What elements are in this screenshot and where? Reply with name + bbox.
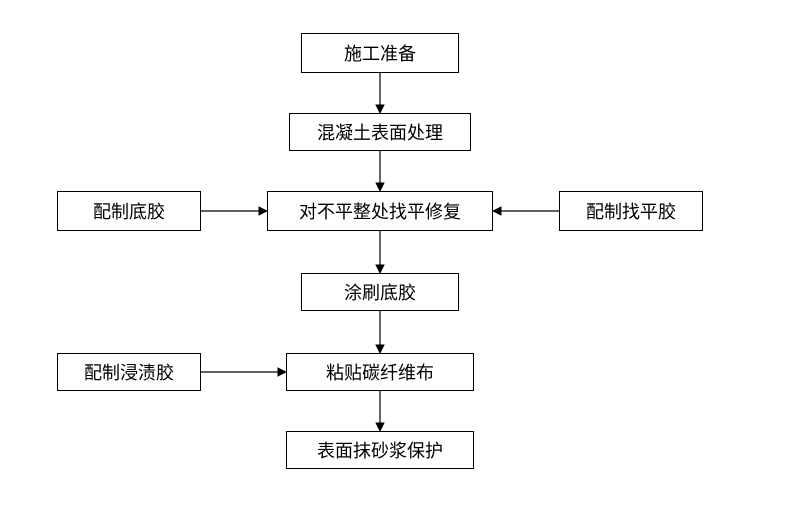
flowchart-node-surface: 混凝土表面处理: [289, 113, 471, 151]
flowchart-node-label: 表面抹砂浆保护: [317, 437, 443, 463]
flowchart-node-mortar: 表面抹砂浆保护: [286, 431, 474, 469]
flowchart-node-label: 配制找平胶: [586, 198, 676, 224]
flowchart-node-prep: 施工准备: [301, 33, 459, 73]
flowchart-node-label: 涂刷底胶: [344, 279, 416, 305]
flowchart-node-level: 对不平整处找平修复: [267, 191, 493, 231]
flowchart-node-level_mix: 配制找平胶: [559, 191, 703, 231]
flowchart-canvas: 施工准备混凝土表面处理对不平整处找平修复 配制底胶 配制找平胶涂刷底胶配制浸渍胶 粘贴…: [0, 0, 800, 530]
flowchart-node-cfrp: 粘贴碳纤维布: [286, 353, 474, 391]
flowchart-node-label: 配制浸渍胶: [84, 359, 174, 385]
flowchart-node-label: 粘贴碳纤维布: [326, 359, 434, 385]
flowchart-node-primer_mix: 配制底胶: [57, 191, 201, 231]
flowchart-node-label: 混凝土表面处理: [317, 119, 443, 145]
flowchart-node-label: 施工准备: [344, 40, 416, 66]
flowchart-node-brush: 涂刷底胶: [301, 273, 459, 311]
flowchart-node-label: 对不平整处找平修复: [299, 198, 461, 224]
flowchart-node-impreg_mix: 配制浸渍胶: [57, 353, 201, 391]
flowchart-node-label: 配制底胶: [93, 198, 165, 224]
